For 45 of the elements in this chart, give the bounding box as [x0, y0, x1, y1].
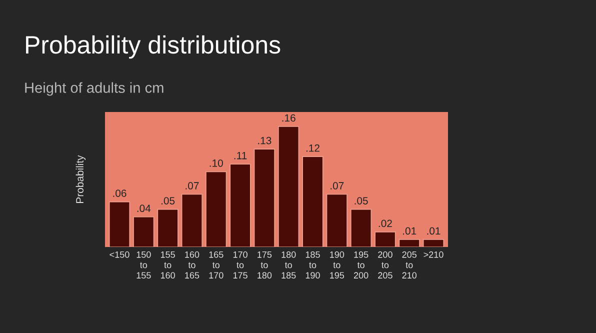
- bar: [398, 239, 420, 247]
- x-tick-label: 170 to 175: [233, 251, 248, 279]
- x-tick-label: 195 to 200: [354, 251, 368, 279]
- bar: [181, 194, 203, 247]
- bar: [230, 164, 251, 247]
- data-label: .07: [186, 182, 199, 190]
- data-label: .02: [378, 220, 392, 228]
- bar: [108, 201, 130, 247]
- bar: [254, 148, 275, 247]
- x-tick-label: 160 to 165: [185, 251, 200, 279]
- bar: [133, 216, 154, 247]
- x-tick-label: <150: [110, 251, 130, 258]
- chart-title: Probability distributions: [26, 35, 280, 59]
- data-label: .06: [113, 190, 126, 197]
- x-tick-label: 150 to 155: [136, 251, 151, 279]
- data-label: .04: [137, 204, 151, 212]
- bar: [326, 194, 348, 247]
- data-label: .05: [354, 197, 368, 204]
- bar: [374, 232, 396, 247]
- chart-subtitle: Height of adults in cm: [25, 82, 164, 96]
- x-tick-label: 155 to 160: [160, 252, 175, 279]
- data-label: .07: [330, 182, 344, 190]
- y-axis-title: Probability: [76, 155, 86, 203]
- data-label: .16: [282, 114, 296, 122]
- data-label: .05: [162, 197, 175, 204]
- data-label: .01: [403, 227, 416, 235]
- x-tick-label: 165 to 170: [209, 251, 224, 279]
- data-label: .10: [210, 159, 223, 167]
- data-label: .12: [306, 144, 320, 152]
- x-tick-label: >210: [424, 251, 444, 258]
- data-label: .11: [234, 152, 247, 160]
- data-label: .13: [258, 136, 272, 144]
- bar: [278, 126, 300, 247]
- x-tick-label: 185 to 190: [306, 251, 320, 279]
- x-tick-label: 200 to 205: [378, 251, 392, 279]
- x-tick-label: 175 to 180: [258, 252, 272, 279]
- bar: [206, 171, 227, 247]
- x-tick-label: 205 to 210: [402, 251, 417, 279]
- data-label: .01: [427, 227, 440, 235]
- bar: [157, 208, 178, 247]
- x-tick-label: 190 to 195: [330, 251, 344, 279]
- bar: [302, 156, 324, 247]
- bar: [350, 208, 372, 247]
- bar: [422, 239, 444, 247]
- x-tick-label: 180 to 185: [282, 251, 296, 279]
